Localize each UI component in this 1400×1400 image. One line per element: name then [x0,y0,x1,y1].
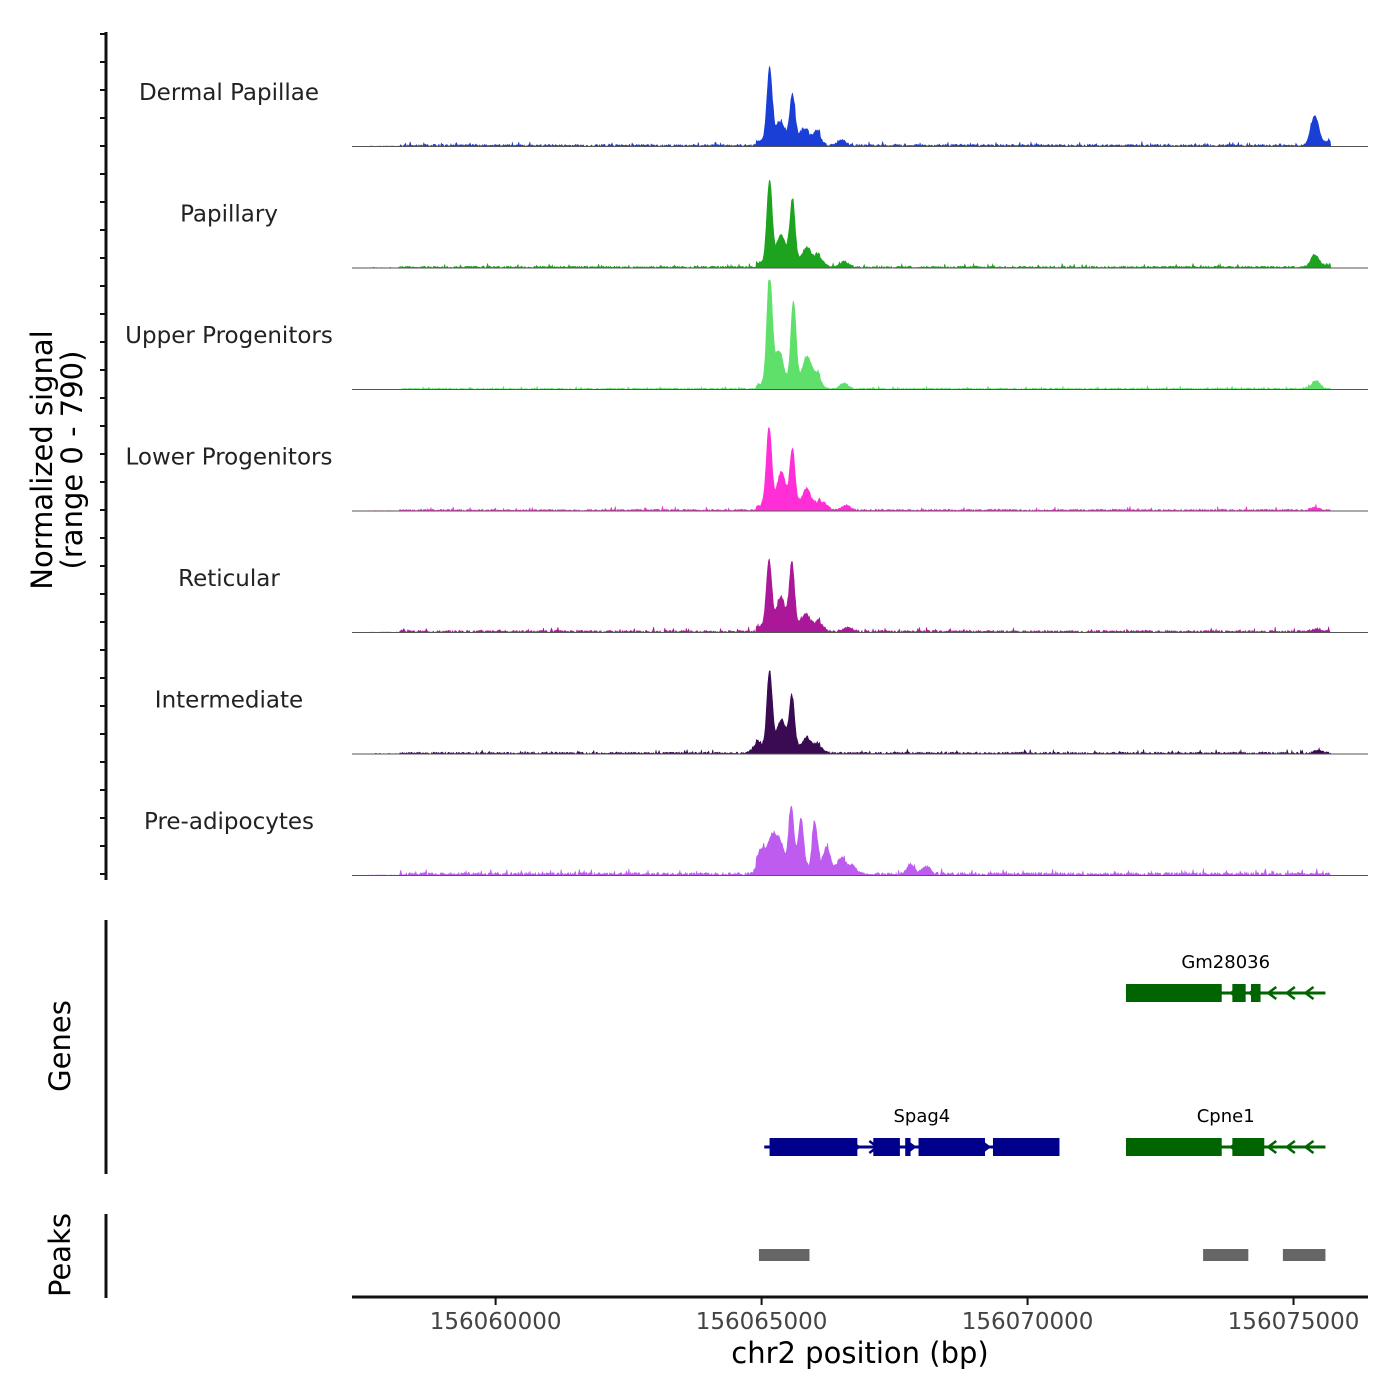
strand-arrow [1284,986,1296,1000]
coverage-track: Upper Progenitors [125,279,1368,391]
strand-arrow [794,1140,805,1154]
gene-exon [873,1138,900,1156]
x-axis-title: chr2 position (bp) [731,1336,988,1370]
strand-arrow [961,1140,973,1154]
strand-arrow [905,1140,917,1154]
strand-arrow [1173,1140,1184,1154]
strand-arrow [1228,1140,1240,1154]
gene-label: Spag4 [893,1106,950,1127]
peaks-axis-title: Peaks [43,1213,77,1297]
x-tick-label: 156075000 [1228,1309,1360,1335]
strand-arrow [1017,1140,1029,1154]
strand-arrow [887,1140,898,1154]
coverage-track: Pre-adipocytes [144,805,1368,877]
genes-axis-title: Genes [43,1000,77,1092]
strand-arrow [1154,1140,1166,1154]
strand-arrow [998,1140,1010,1154]
gene-exon [1232,984,1246,1002]
gene-label: Cpne1 [1197,1106,1255,1127]
x-tick-label: 156065000 [696,1309,828,1335]
y-axis-range: (range 0 - 790) [55,351,89,570]
strand-arrow [1154,986,1166,1000]
track-label: Upper Progenitors [125,323,333,349]
strand-arrow [868,1140,880,1154]
coverage-tracks: Dermal Papillae Papillary Upper Progenitor… [125,65,1368,877]
strand-arrow [943,1140,954,1154]
coverage-track: Intermediate [155,670,1368,755]
peak-region [758,1249,810,1261]
coverage-area [367,427,1332,512]
strand-arrow [1036,1140,1047,1154]
track-label: Pre-adipocytes [144,809,314,835]
x-tick-label: 156070000 [962,1309,1094,1335]
strand-arrow [924,1140,936,1154]
peak-region [1282,1249,1326,1261]
gene-cpne1: Cpne1 [1125,1106,1326,1156]
coverage-track: Reticular [178,558,1368,634]
y-axis-title: Normalized signal [25,330,59,589]
strand-arrow [831,1140,843,1154]
strand-arrow [1247,1140,1259,1154]
strand-arrow [1135,986,1147,1000]
strand-arrow [980,1140,992,1154]
coverage-area [367,179,1332,269]
track-label: Dermal Papillae [139,80,319,106]
gene-spag4: Spag4 [764,1106,1060,1156]
strand-arrow [1210,986,1222,1000]
x-tick-label: 156060000 [430,1309,562,1335]
gene-exon [1250,984,1261,1002]
coverage-area [368,558,1331,634]
gene-gm28036: Gm28036 [1125,952,1326,1002]
strand-arrow [1191,986,1203,1000]
strand-arrow [1228,986,1240,1000]
track-label: Intermediate [155,688,303,714]
strand-arrow [1284,1140,1296,1154]
coverage-area [367,805,1332,877]
coverage-track: Papillary [180,179,1368,269]
track-label: Lower Progenitors [126,445,333,471]
track-label: Papillary [180,202,278,228]
strand-arrow [812,1140,824,1154]
coverage-track: Lower Progenitors [126,427,1368,512]
strand-arrow [775,1140,787,1154]
coverage-area [367,279,1332,391]
genes-track: Gm28036 Spag4 Cpne1 [764,952,1326,1156]
peaks-track [758,1249,1326,1261]
gene-exon [905,1138,911,1156]
strand-arrow [1173,986,1184,1000]
strand-arrow [1303,986,1315,1000]
track-label: Reticular [178,566,280,592]
strand-arrow [1303,1140,1315,1154]
strand-arrow [1191,1140,1203,1154]
gene-label: Gm28036 [1181,952,1270,973]
axes: 156060000 156065000 156070000 156075000 [100,32,1368,1335]
strand-arrow [1266,986,1278,1000]
strand-arrow [849,1140,861,1154]
strand-arrow [1247,986,1259,1000]
peak-region [1203,1249,1249,1261]
strand-arrow [1135,1140,1147,1154]
coverage-area [367,65,1332,148]
coverage-area [367,670,1332,755]
strand-arrow [1266,1140,1278,1154]
coverage-track: Dermal Papillae [139,65,1368,148]
strand-arrow [1210,1140,1222,1154]
